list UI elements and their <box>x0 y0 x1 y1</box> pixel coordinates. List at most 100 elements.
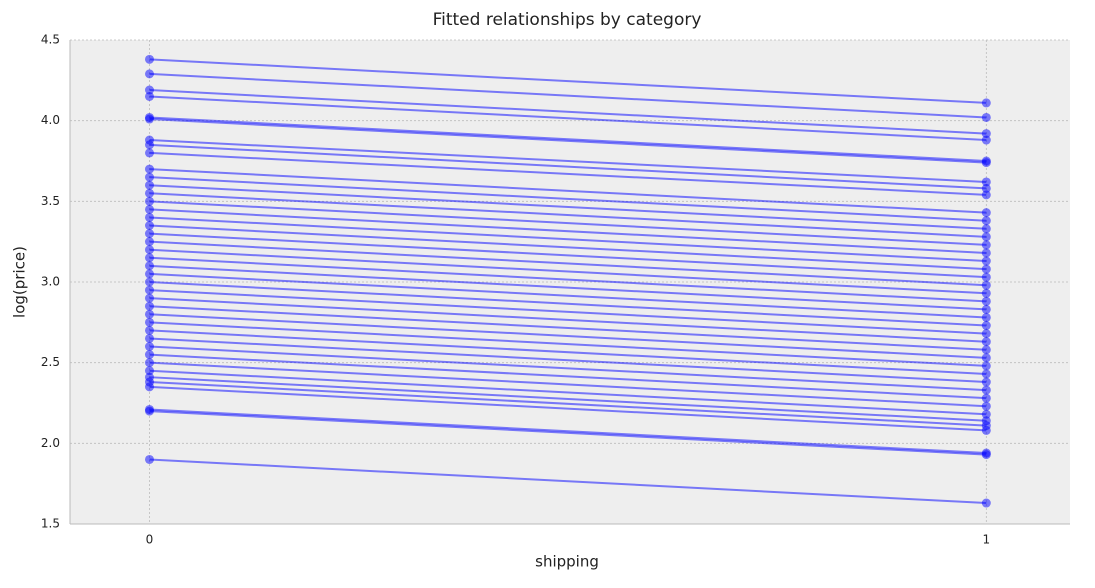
point <box>144 325 154 335</box>
point <box>144 237 154 247</box>
fit-line <box>149 321 987 367</box>
fit-line <box>149 240 987 287</box>
point <box>981 425 991 435</box>
point <box>981 369 991 379</box>
point <box>981 337 991 347</box>
point <box>144 140 154 150</box>
point <box>144 333 154 343</box>
fit-line <box>149 458 987 505</box>
fit-line <box>149 272 987 319</box>
fit-line <box>149 256 987 303</box>
point <box>981 353 991 363</box>
point <box>144 91 154 101</box>
point <box>981 183 991 193</box>
fit-line <box>149 369 987 416</box>
fit-line <box>149 143 987 190</box>
point <box>981 177 991 187</box>
point <box>144 245 154 255</box>
point <box>981 288 991 298</box>
point <box>981 450 991 460</box>
fit-line <box>149 381 987 427</box>
fit-line <box>149 72 987 119</box>
point <box>981 112 991 122</box>
fit-line <box>149 305 987 351</box>
point <box>144 204 154 214</box>
point <box>144 114 154 124</box>
point <box>144 180 154 190</box>
fit-line <box>149 89 987 135</box>
point <box>144 277 154 287</box>
point <box>981 393 991 403</box>
fit-line <box>149 385 987 432</box>
fit-line <box>149 58 987 104</box>
point <box>981 401 991 411</box>
point <box>981 296 991 306</box>
y-tick-label: 4.5 <box>41 33 60 47</box>
point <box>981 158 991 168</box>
y-tick-label: 3.5 <box>41 194 60 208</box>
fit-line <box>149 408 987 455</box>
point <box>981 409 991 419</box>
fit-line <box>149 337 987 384</box>
point <box>144 253 154 263</box>
fit-line <box>149 329 987 375</box>
point <box>144 358 154 368</box>
point <box>144 148 154 158</box>
fit-line <box>149 224 987 271</box>
point <box>144 188 154 198</box>
fit-line <box>149 95 987 142</box>
point <box>144 309 154 319</box>
y-axis-label: log(price) <box>11 246 29 318</box>
fit-line <box>149 116 987 162</box>
point <box>981 256 991 266</box>
fit-line <box>149 345 987 392</box>
point <box>981 248 991 258</box>
point <box>981 129 991 139</box>
fit-line <box>149 192 987 238</box>
fit-line <box>149 264 987 311</box>
fit-line <box>149 139 987 183</box>
fit-line <box>149 168 987 214</box>
point <box>981 135 991 145</box>
fit-line <box>149 248 987 295</box>
point <box>144 221 154 231</box>
fit-line <box>149 216 987 263</box>
point <box>981 232 991 242</box>
y-tick-label: 3.0 <box>41 275 60 289</box>
point <box>981 280 991 290</box>
point <box>144 172 154 182</box>
x-tick-label: 0 <box>146 533 154 547</box>
point <box>144 164 154 174</box>
point <box>144 454 154 464</box>
point <box>144 85 154 95</box>
point <box>981 321 991 331</box>
point <box>981 224 991 234</box>
point <box>144 212 154 222</box>
fit-line <box>149 289 987 335</box>
fit-line <box>149 353 987 400</box>
point <box>144 342 154 352</box>
point <box>981 312 991 322</box>
fit-line <box>149 361 987 408</box>
fit-line <box>149 200 987 246</box>
point <box>981 98 991 108</box>
y-tick-label: 4.0 <box>41 113 60 127</box>
point <box>144 54 154 64</box>
point <box>144 301 154 311</box>
point <box>981 345 991 355</box>
fit-line <box>149 376 987 422</box>
point <box>144 285 154 295</box>
x-axis-label: shipping <box>535 553 599 571</box>
point <box>981 216 991 226</box>
point <box>981 498 991 508</box>
point <box>981 264 991 274</box>
point <box>144 196 154 206</box>
fit-line <box>149 232 987 279</box>
point <box>981 272 991 282</box>
x-tick-label: 1 <box>982 533 990 547</box>
fit-line <box>149 410 987 456</box>
point <box>144 261 154 271</box>
fit-line <box>149 208 987 254</box>
fit-line <box>149 313 987 359</box>
